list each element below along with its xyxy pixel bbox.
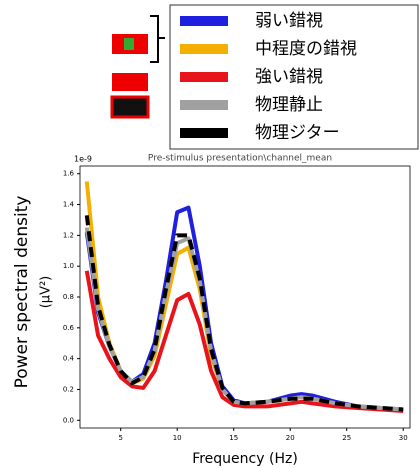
x-tick-label: 25	[342, 434, 351, 442]
y-tick-label: 0.8	[63, 293, 74, 301]
series-line	[84, 215, 404, 412]
plot-frame	[79, 165, 411, 429]
x-tick-label: 5	[118, 434, 122, 442]
y-axis-label: Power spectral density	[12, 196, 32, 389]
y-tick-label: 0.6	[63, 324, 75, 332]
y-tick-label: 0.4	[63, 355, 75, 363]
y-tick-label: 1.2	[63, 231, 74, 239]
legend-label: 物理静止	[255, 95, 323, 115]
icon	[112, 73, 148, 91]
stimulus-icons	[110, 15, 165, 119]
y-tick-label: 1.4	[63, 201, 75, 209]
x-tick-label: 30	[399, 434, 408, 442]
series-line	[84, 270, 404, 414]
chart-title: Pre-stimulus presentation\channel_mean	[148, 154, 332, 164]
legend-label: 中程度の錯視	[255, 39, 357, 59]
legend-box	[169, 4, 419, 150]
x-tick-label: 15	[229, 434, 238, 442]
bracket	[150, 15, 165, 63]
y-tick-label: 0.0	[63, 416, 74, 424]
series-line	[84, 181, 404, 412]
y-axis-unit: (μV²)	[39, 276, 54, 309]
offset-label: 1e-9	[74, 155, 92, 164]
x-tick-label: 20	[286, 434, 295, 442]
x-tick-label: 10	[173, 434, 182, 442]
y-tick-label: 1.6	[63, 170, 75, 178]
legend-label: 物理ジター	[255, 123, 340, 143]
icon	[124, 38, 134, 50]
y-tick-label: 0.2	[63, 385, 74, 393]
x-axis-label: Frequency (Hz)	[192, 451, 298, 467]
y-tick-label: 1.0	[63, 262, 74, 270]
legend-label: 弱い錯視	[255, 11, 323, 31]
icon	[110, 95, 150, 119]
legend-label: 強い錯視	[255, 67, 323, 87]
